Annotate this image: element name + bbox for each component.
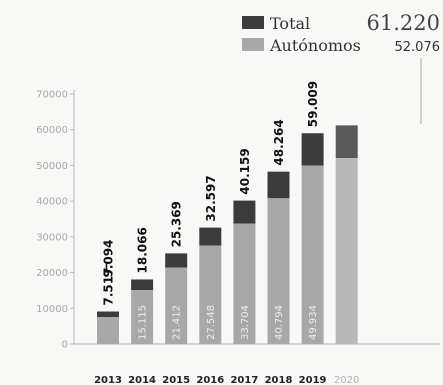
bar-total-2013: [97, 311, 119, 318]
bar-total-2016: [199, 227, 222, 246]
y-tick-label: 20000: [36, 268, 68, 279]
y-tick-label: 60000: [36, 125, 68, 136]
x-tick-label: 2013: [94, 375, 122, 385]
legend-autonomos-swatch: [242, 38, 264, 51]
total-value-label: 9.094: [102, 240, 116, 278]
x-tick-label: 2019: [299, 375, 327, 385]
total-value-label: 18.066: [136, 227, 150, 273]
x-tick-label: 2017: [230, 375, 258, 385]
bar-total-2018: [267, 171, 290, 199]
x-tick-label: 2020: [334, 375, 359, 385]
y-tick-label: 30000: [36, 232, 68, 243]
bar-autonomos-2015: [165, 267, 188, 344]
total-value-label: 48.264: [272, 119, 286, 165]
autonomos-value-label: 40.794: [274, 305, 285, 340]
total-value-label: 32.597: [204, 175, 218, 221]
bar-autonomos-2013: [97, 317, 119, 344]
bar-total-2020: [335, 125, 358, 159]
bar-autonomos-2017: [233, 223, 256, 344]
bar-autonomos-2018: [267, 198, 290, 344]
legend-autonomos-label: Autónomos: [269, 36, 361, 55]
legend-total-value: 61.220: [367, 11, 440, 35]
x-tick-label: 2014: [128, 375, 156, 385]
total-value-label: 25.369: [170, 201, 184, 247]
x-axis: 2013 2014 2015 2016 2017 2018 2019 2020: [94, 375, 359, 385]
x-tick-label: 2018: [265, 375, 293, 385]
y-tick-label: 40000: [36, 197, 68, 208]
bar-total-2019: [301, 133, 324, 166]
total-value-label: 40.159: [238, 148, 252, 194]
bar-total-2015: [165, 253, 188, 268]
x-tick-label: 2016: [196, 375, 224, 385]
legend-autonomos-value: 52.076: [395, 40, 441, 55]
bar-total-2017: [233, 200, 256, 224]
autonomos-value-label: 49.934: [308, 305, 319, 340]
legend-total-swatch: [242, 16, 264, 29]
y-tick-label: 0: [62, 340, 68, 351]
legend-total-label: Total: [270, 14, 310, 33]
bar-autonomos-2014: [131, 290, 154, 344]
y-tick-label: 10000: [36, 304, 68, 315]
y-tick-label: 70000: [36, 90, 68, 101]
legend: Total 61.220 Autónomos 52.076: [242, 11, 440, 124]
bar-autonomos-2020: [335, 158, 358, 344]
total-value-label: 59.009: [306, 81, 320, 127]
bar-autonomos-2016: [199, 245, 222, 344]
x-tick-label: 2015: [162, 375, 190, 385]
bars: [97, 125, 358, 344]
bar-autonomos-2019: [301, 165, 324, 344]
autonomos-value-label: 21.412: [172, 305, 183, 340]
y-tick-label: 50000: [36, 161, 68, 172]
bar-total-2014: [131, 279, 154, 291]
autonomos-value-label: 27.548: [206, 305, 217, 340]
autonomos-value-label: 7.517: [102, 268, 116, 306]
autonomos-value-label: 33.704: [240, 305, 251, 340]
autonomos-value-label: 15.115: [138, 305, 149, 340]
